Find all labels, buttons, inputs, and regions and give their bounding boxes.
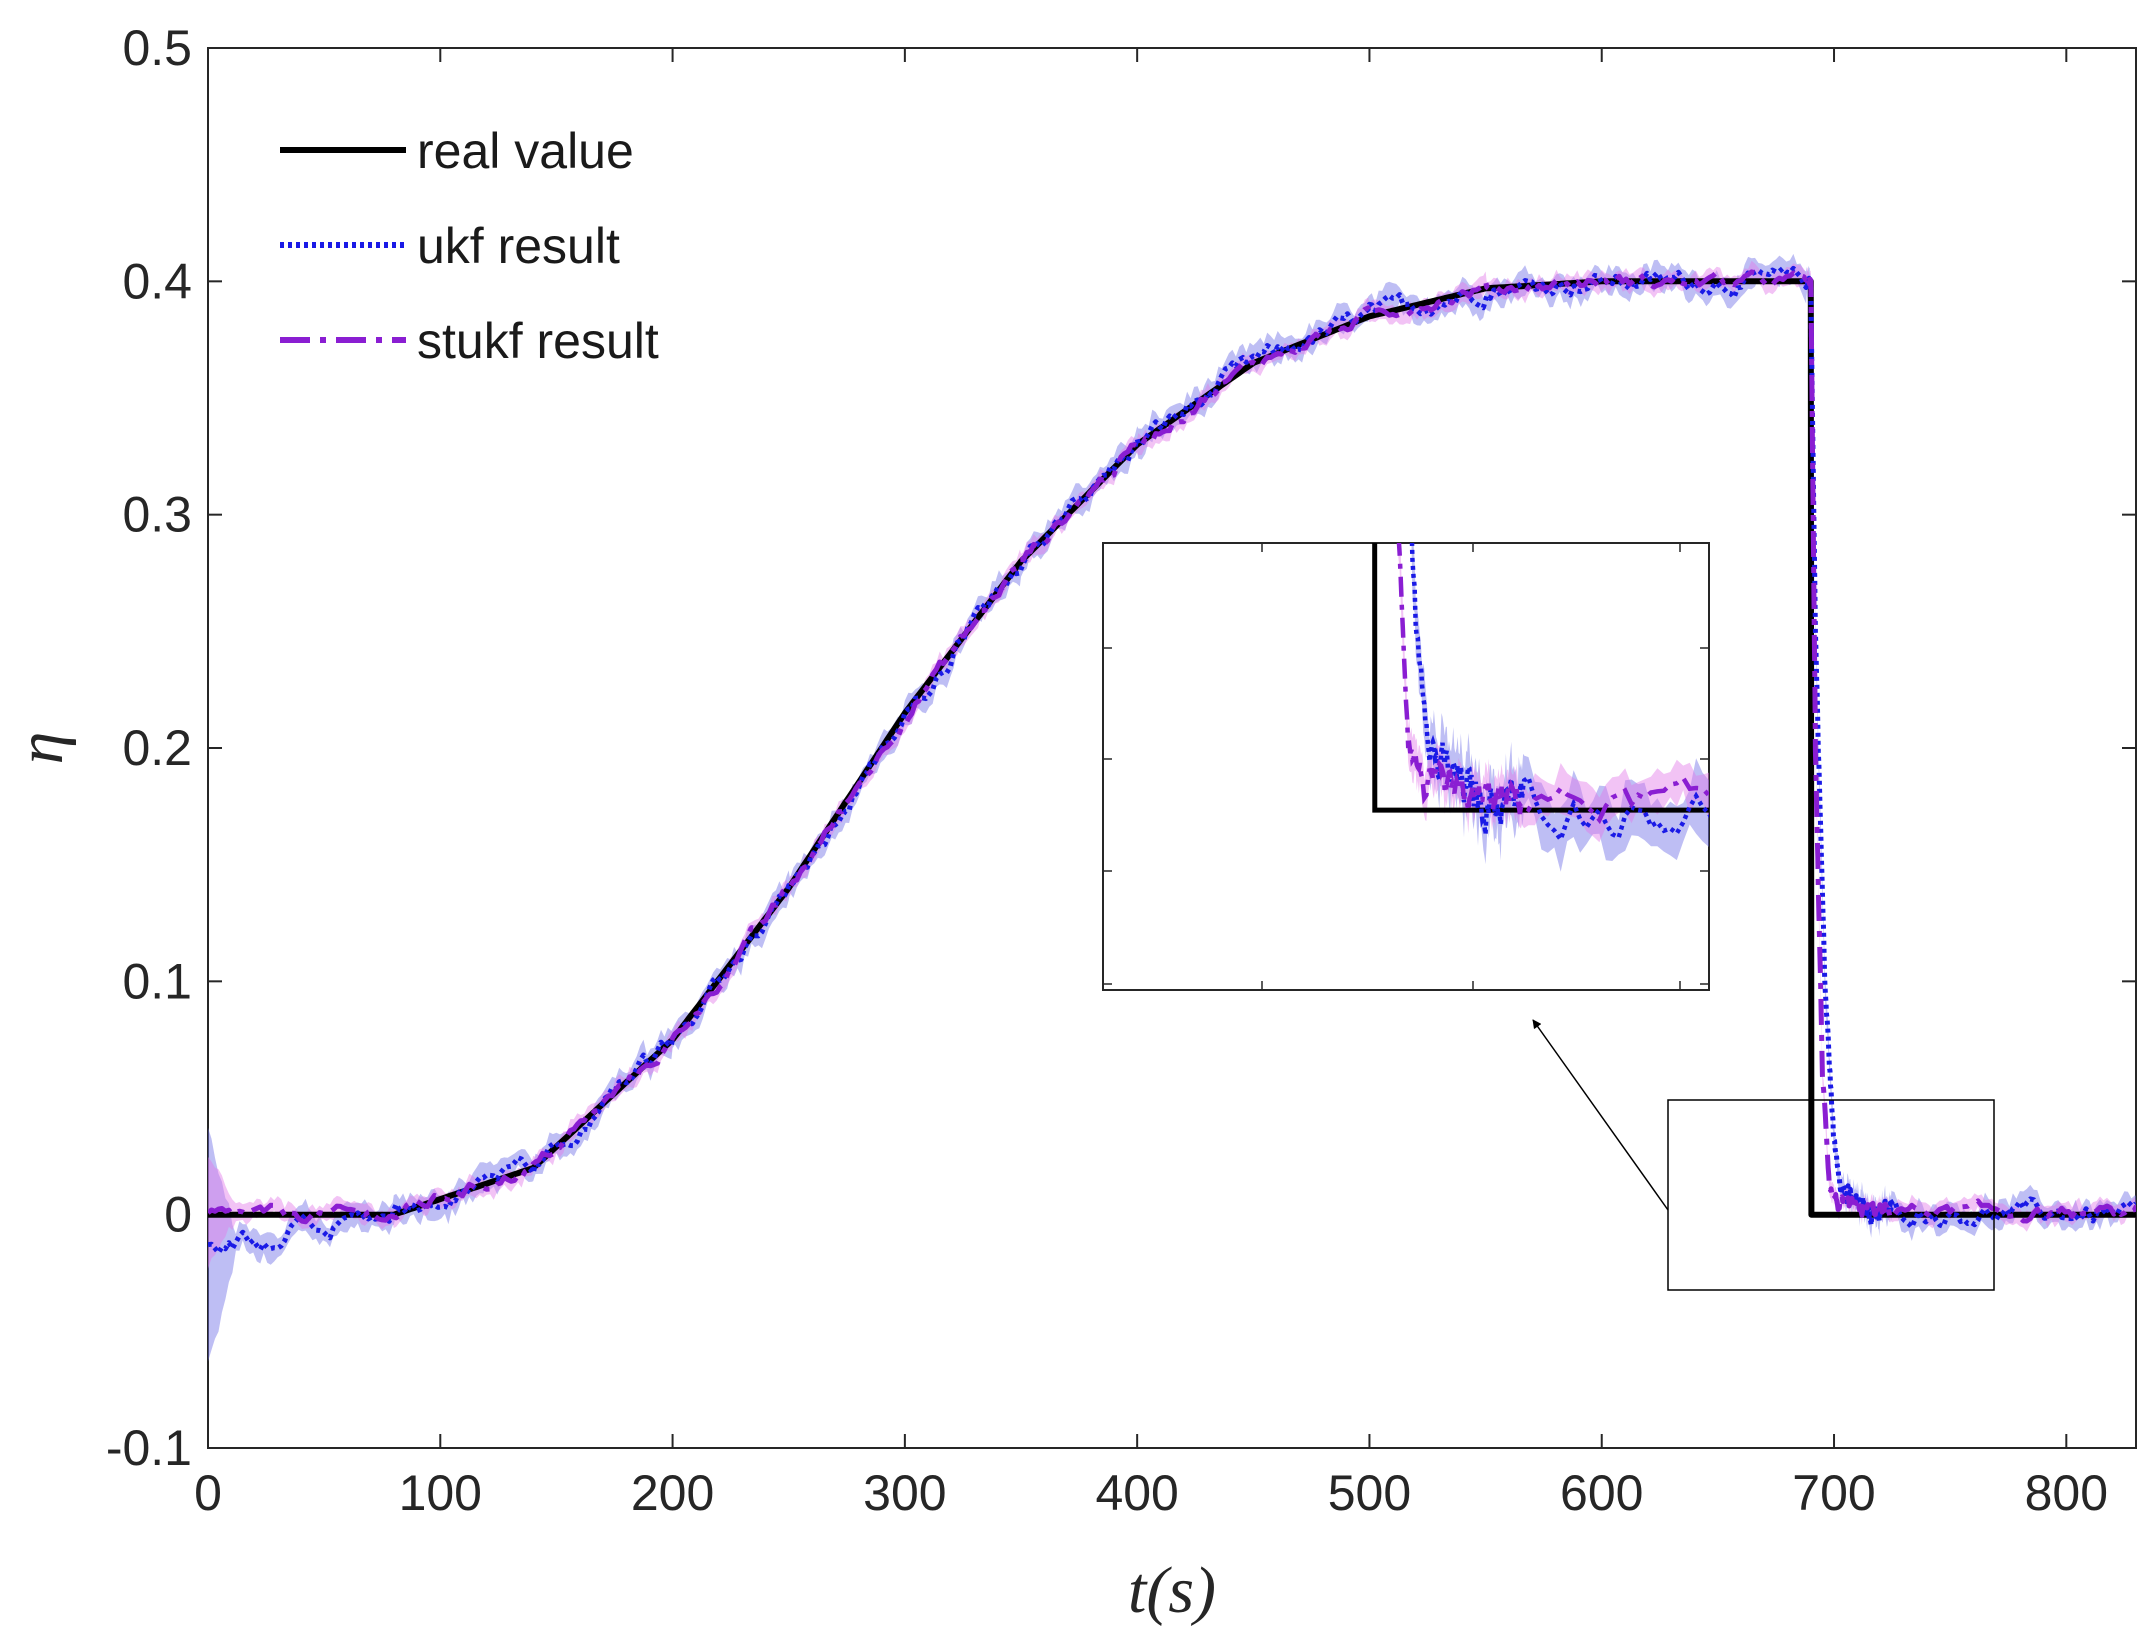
y-axis-tick-labels: -0.1 0 0.1 0.2 0.3 0.4 0.5 [106,20,192,1476]
inset-series-stukf-result [1396,543,1709,825]
x-axis-title: t(s) [1128,1554,1216,1627]
y-tick-label: 0.2 [122,720,192,776]
x-tick-label: 300 [863,1465,946,1521]
legend-label-stukf-result: stukf result [417,313,659,369]
y-tick-label: -0.1 [106,1420,192,1476]
x-tick-label: 100 [399,1465,482,1521]
inset-ticks [1103,543,1709,990]
y-tick-label: 0.5 [122,20,192,76]
zoom-arrow [1532,1019,1669,1211]
legend-label-real-value: real value [417,123,634,179]
x-tick-label: 400 [1095,1465,1178,1521]
x-tick-label: 700 [1792,1465,1875,1521]
inset-ukf-confidence-band [1411,543,1709,872]
series-stukf-result [208,269,2136,1225]
y-tick-label: 0.1 [122,953,192,1009]
legend-label-ukf-result: ukf result [417,218,620,274]
x-tick-label: 800 [2025,1465,2108,1521]
y-tick-label: 0 [164,1187,192,1243]
y-tick-label: 0.3 [122,487,192,543]
x-axis-tick-labels: 0 100 200 300 400 500 600 700 800 [194,1465,2108,1521]
inset-plot [1102,542,1710,991]
legend: real value ukf result stukf result [280,123,659,369]
x-tick-label: 0 [194,1465,222,1521]
inset-series [1372,543,1709,872]
inset-series-real-value [1372,543,1709,813]
series-lines [208,265,2136,1256]
y-tick-label: 0.4 [122,253,192,309]
inset-frame [1102,542,1710,991]
series-ukf-result [208,265,2136,1256]
x-tick-label: 200 [631,1465,714,1521]
zoom-region-box [1667,1099,1995,1291]
x-tick-label: 600 [1560,1465,1643,1521]
y-axis-title: η [4,732,77,765]
x-tick-label: 500 [1328,1465,1411,1521]
